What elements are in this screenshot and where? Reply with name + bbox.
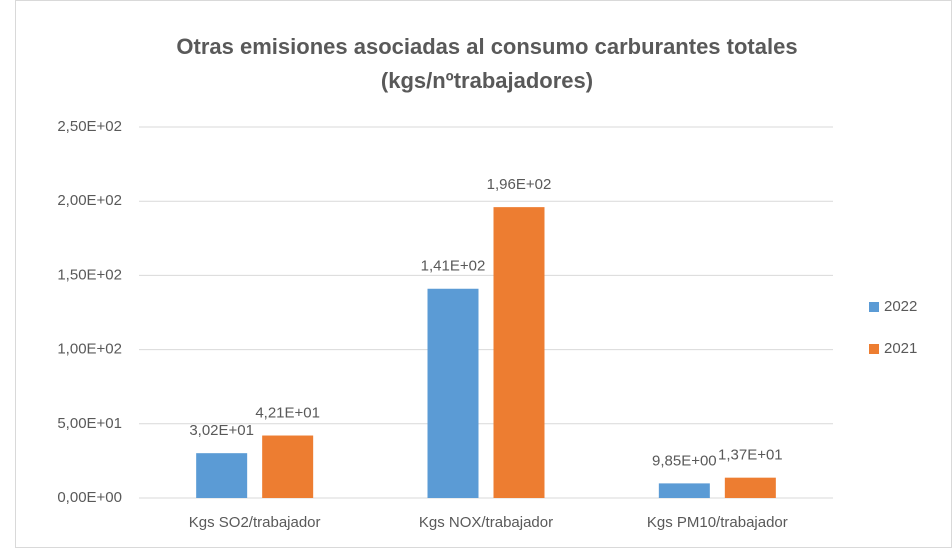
- legend-swatch: [869, 302, 879, 312]
- bar: [724, 477, 776, 498]
- chart-title: Otras emisiones asociadas al consumo car…: [176, 34, 797, 59]
- bar: [493, 207, 545, 499]
- data-label: 9,85E+00: [652, 452, 717, 469]
- data-label: 1,37E+01: [718, 447, 783, 464]
- chart-frame: [15, 0, 952, 548]
- x-tick-label: Kgs SO2/trabajador: [189, 514, 321, 531]
- y-tick-label: 2,00E+02: [57, 192, 122, 209]
- data-label: 3,02E+01: [189, 422, 254, 439]
- data-label: 4,21E+01: [255, 404, 320, 421]
- y-tick-label: 1,00E+02: [57, 341, 122, 358]
- y-tick-label: 5,00E+01: [57, 415, 122, 432]
- legend-swatch: [869, 344, 879, 354]
- data-label: 1,41E+02: [421, 258, 486, 275]
- y-tick-label: 1,50E+02: [57, 266, 122, 283]
- x-tick-label: Kgs PM10/trabajador: [647, 514, 788, 531]
- bar: [196, 453, 248, 498]
- chart-title: (kgs/nºtrabajadores): [381, 68, 593, 93]
- legend-label: 2021: [884, 340, 917, 357]
- y-tick-label: 0,00E+00: [57, 489, 122, 506]
- x-tick-label: Kgs NOX/trabajador: [419, 514, 553, 531]
- y-tick-label: 2,50E+02: [57, 118, 122, 135]
- data-label: 1,96E+02: [487, 176, 552, 193]
- bar: [427, 288, 479, 498]
- legend-label: 2022: [884, 298, 917, 315]
- bar: [658, 483, 710, 498]
- bar: [262, 435, 314, 498]
